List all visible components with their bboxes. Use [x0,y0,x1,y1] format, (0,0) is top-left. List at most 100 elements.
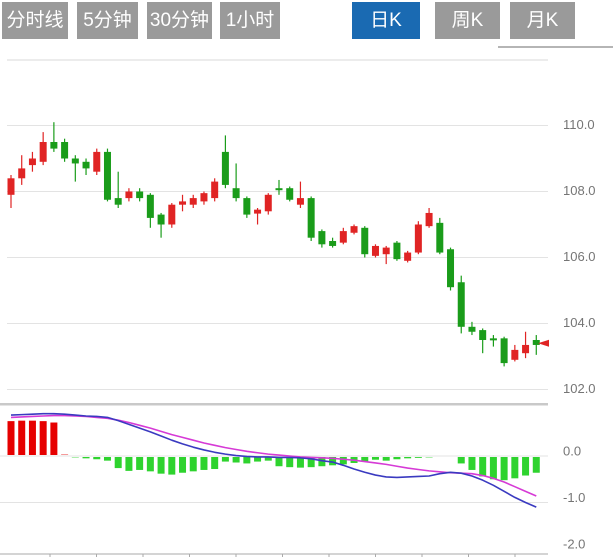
candle-body [404,252,412,261]
candle-body [371,245,379,256]
macd-hist-bar-down [307,457,315,468]
macd-hist-bar-down [93,457,101,460]
macd-hist-bar-down [264,457,272,461]
candle-body [146,194,154,218]
candle-body [522,344,530,354]
tab-monthly-k[interactable]: 月K [510,2,575,39]
macd-hist-bar-down [468,457,476,470]
candle-body [211,181,219,199]
macd-pane-separator [0,403,548,406]
tab-minute-line[interactable]: 分时线 [2,2,68,39]
candle-body [114,198,122,205]
macd-hist-bar-down [339,457,347,465]
macd-hist-bar-down [189,457,197,472]
macd-hist-bar-down [286,457,294,468]
candle-body [93,151,101,172]
macd-hist-bar-down [146,457,154,472]
candle-body [500,338,508,364]
macd-hist-bar-down [329,457,337,466]
macd-hist-bar-down [511,457,519,479]
candle-body [350,226,358,233]
macd-hist-bar-up [18,420,26,455]
candle-body [489,338,497,341]
macd-hist-bar-up [39,421,47,455]
macd-hist-bar-down [382,457,390,461]
candle-body [168,204,176,225]
macd-hist-bar-down [114,457,122,469]
tab-weekly-k[interactable]: 周K [435,2,500,39]
candle-body [243,198,251,215]
candle-body [457,282,465,327]
macd-hist-bar-down [82,457,90,459]
candle-body [339,231,347,243]
candle-body [200,193,208,202]
dif-line [10,412,537,508]
macd-axis-label: -1.0 [563,490,585,505]
macd-hist-bar-down [489,457,497,480]
candle-body [71,158,79,164]
candle-body [157,214,165,225]
macd-hist-bar-down [532,457,540,473]
candle-body [82,161,90,169]
macd-hist-bar-up [28,420,36,455]
candle-body [393,242,401,260]
tab-1hour[interactable]: 1小时 [220,2,280,39]
macd-hist-bar-down [157,457,165,474]
candle-body [7,178,15,195]
macd-hist-bar-down [179,457,187,473]
macd-hist-bar-down [457,457,465,464]
candle-body [221,151,229,185]
price-axis-label: 110.0 [563,117,595,132]
candle-body [50,142,58,149]
macd-axis-label: -2.0 [563,536,585,551]
candle-body [254,209,262,214]
candle-body [329,241,337,246]
price-axis-label: 104.0 [563,315,596,330]
macd-hist-bar-down [200,457,208,470]
candle-body [103,151,111,200]
macd-axis-label: 0.0 [563,443,581,458]
macd-hist-bar-down [211,457,219,470]
macd-hist-bar-down [318,457,326,467]
candle-body [447,249,455,288]
candle-body [232,188,240,199]
candle-body [275,188,283,191]
candle-body [18,168,26,179]
candle-body [39,142,47,162]
candle-body [436,222,444,253]
candle-body [264,194,272,212]
price-axis-label: 102.0 [563,381,596,396]
macd-hist-bar-down [103,457,111,461]
macd-hist-bar-down [371,457,379,460]
tab-30min[interactable]: 30分钟 [147,2,212,39]
candle-body [179,201,187,205]
macd-hist-bar-down [125,457,133,471]
candle-body [28,158,36,166]
macd-hist-bar-down [254,457,262,462]
macd-hist-bar-down [221,457,229,462]
macd-hist-bar-down [522,457,530,476]
candle-body [307,198,315,238]
candle-body [296,198,304,205]
macd-hist-bar-down [500,457,508,481]
macd-hist-bar-up [7,421,15,455]
macd-hist-bar-down [479,457,487,477]
tab-daily-k[interactable]: 日K [352,2,420,39]
macd-hist-bar-down [414,457,422,458]
candle-body [532,340,540,345]
candle-body [136,191,144,199]
tabbar-scrollbar-thumb[interactable] [498,46,613,48]
candle-body [318,231,326,245]
macd-hist-bar-down [136,457,144,470]
candle-body [361,227,369,255]
price-axis-label: 106.0 [563,249,596,264]
macd-hist-bar-down [275,457,283,467]
candle-body [382,247,390,255]
candle-body [468,326,476,332]
candle-body [479,330,487,340]
macd-hist-bar-down [361,457,369,462]
tab-5min[interactable]: 5分钟 [77,2,138,39]
candle-body [286,188,294,200]
